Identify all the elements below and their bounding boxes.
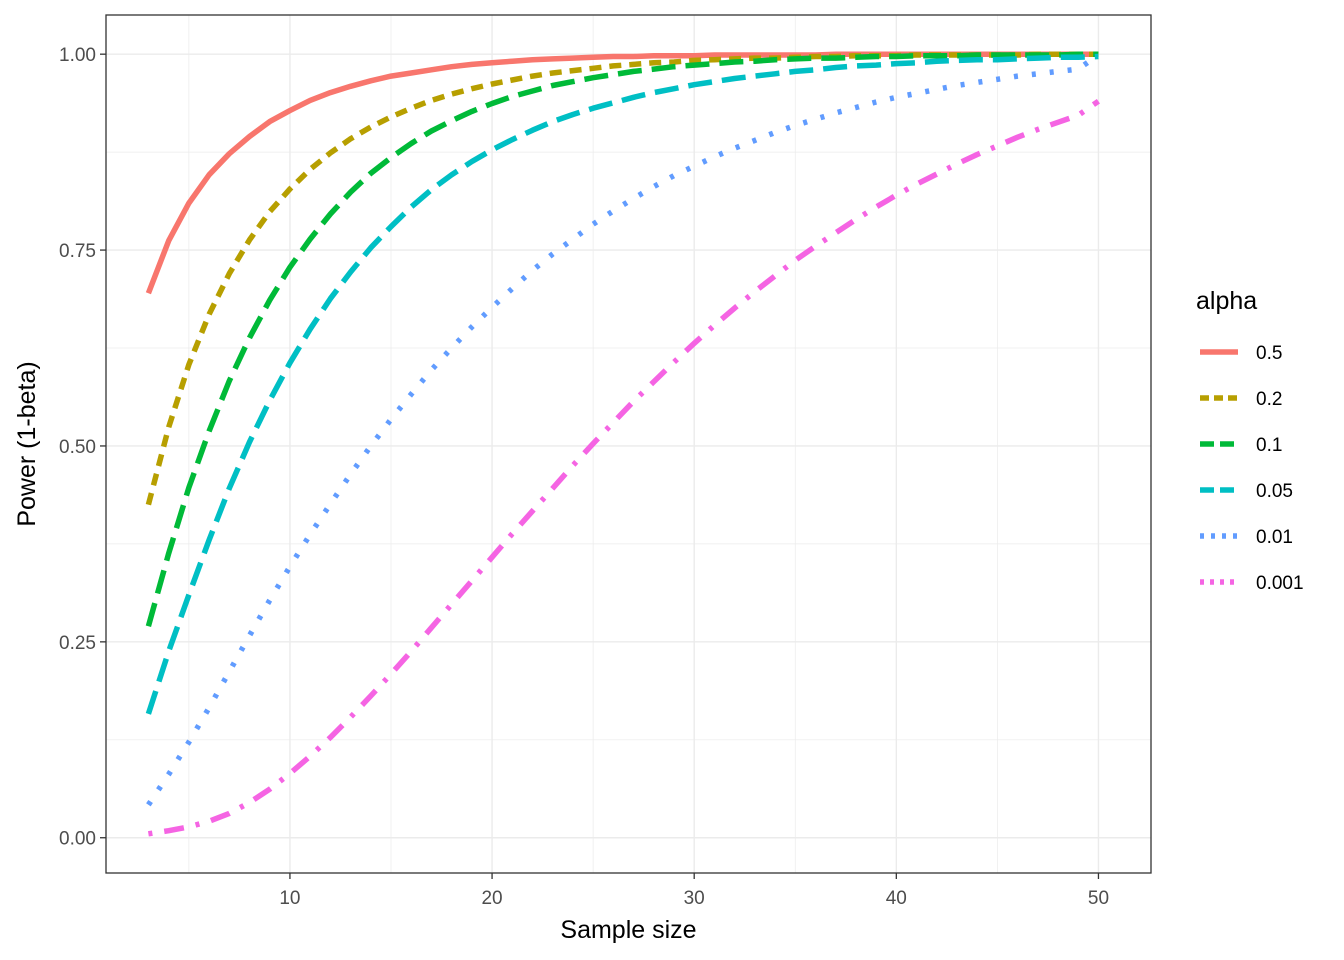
- y-tick-label: 0.25: [59, 633, 96, 654]
- legend-label-0.05: 0.05: [1256, 481, 1293, 502]
- y-tick-label: 0.75: [59, 241, 96, 262]
- series-line-0.2: [145, 51, 1099, 506]
- legend-title: alpha: [1196, 287, 1257, 315]
- series-line-0.05: [145, 53, 1099, 715]
- x-axis-title: Sample size: [560, 916, 696, 944]
- y-tick-label: 0.50: [59, 437, 96, 458]
- x-tick-label: 40: [886, 888, 907, 909]
- grid-lines: [106, 15, 1151, 873]
- axis-ticks: 10 20 30 40 50 0.00 0.25 0.50 0.75 1.00: [59, 45, 1109, 909]
- y-axis-title: Power (1-beta): [13, 361, 41, 526]
- series-line-0.001: [147, 98, 1100, 837]
- legend-label-0.01: 0.01: [1256, 527, 1293, 548]
- legend-label-0.2: 0.2: [1256, 389, 1282, 410]
- legend-label-0.1: 0.1: [1256, 435, 1282, 456]
- series-line-0.1: [145, 51, 1099, 627]
- series-line-0.5: [145, 51, 1099, 295]
- legend: alpha 0.5 0.2 0.1 0.05 0.01 0.001: [1196, 287, 1304, 594]
- plot-panel-border: [105, 14, 1152, 874]
- x-tick-label: 20: [481, 888, 502, 909]
- series-line-0.01: [146, 52, 1100, 807]
- series-lines: [145, 51, 1100, 837]
- y-tick-label: 1.00: [59, 45, 96, 66]
- x-tick-label: 50: [1088, 888, 1109, 909]
- x-tick-label: 30: [684, 888, 705, 909]
- legend-label-0.5: 0.5: [1256, 343, 1282, 364]
- x-tick-label: 10: [279, 888, 300, 909]
- y-tick-label: 0.00: [59, 829, 96, 850]
- legend-label-0.001: 0.001: [1256, 573, 1304, 594]
